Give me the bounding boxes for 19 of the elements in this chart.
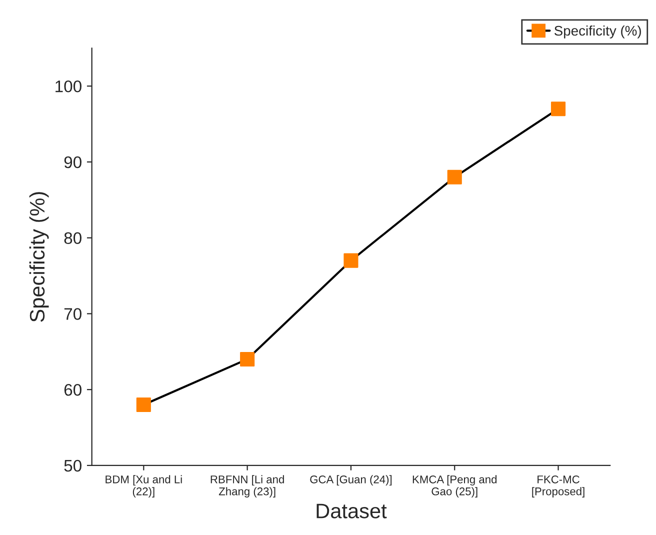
- x-tick-label: FKC-MC [Proposed]: [532, 475, 584, 498]
- y-axis-title: Specificity (%): [29, 192, 49, 322]
- point: [136, 397, 151, 412]
- x-axis-title: Dataset: [316, 504, 387, 518]
- x-tick-label: RBFNN [Li and Zhang (23)]: [210, 475, 284, 498]
- point: [447, 170, 462, 184]
- y-tick-label: 90: [64, 156, 82, 168]
- y-tick-label: 70: [64, 308, 82, 320]
- point: [550, 102, 566, 116]
- x-tick-label: GCA [Guan (24)]: [310, 475, 392, 486]
- legend-label: Specificity (%): [554, 25, 641, 38]
- point: [344, 253, 358, 268]
- y-tick-label: 100: [56, 80, 82, 92]
- point: [240, 352, 255, 367]
- y-tick-label: 60: [64, 384, 82, 396]
- y-tick-label: 50: [64, 460, 82, 472]
- x-tick-label: BDM [Xu and Li (22)]: [106, 475, 182, 498]
- y-tick-label: 80: [64, 232, 82, 244]
- x-tick-label: KMCA [Peng and Gao (25)]: [412, 475, 497, 498]
